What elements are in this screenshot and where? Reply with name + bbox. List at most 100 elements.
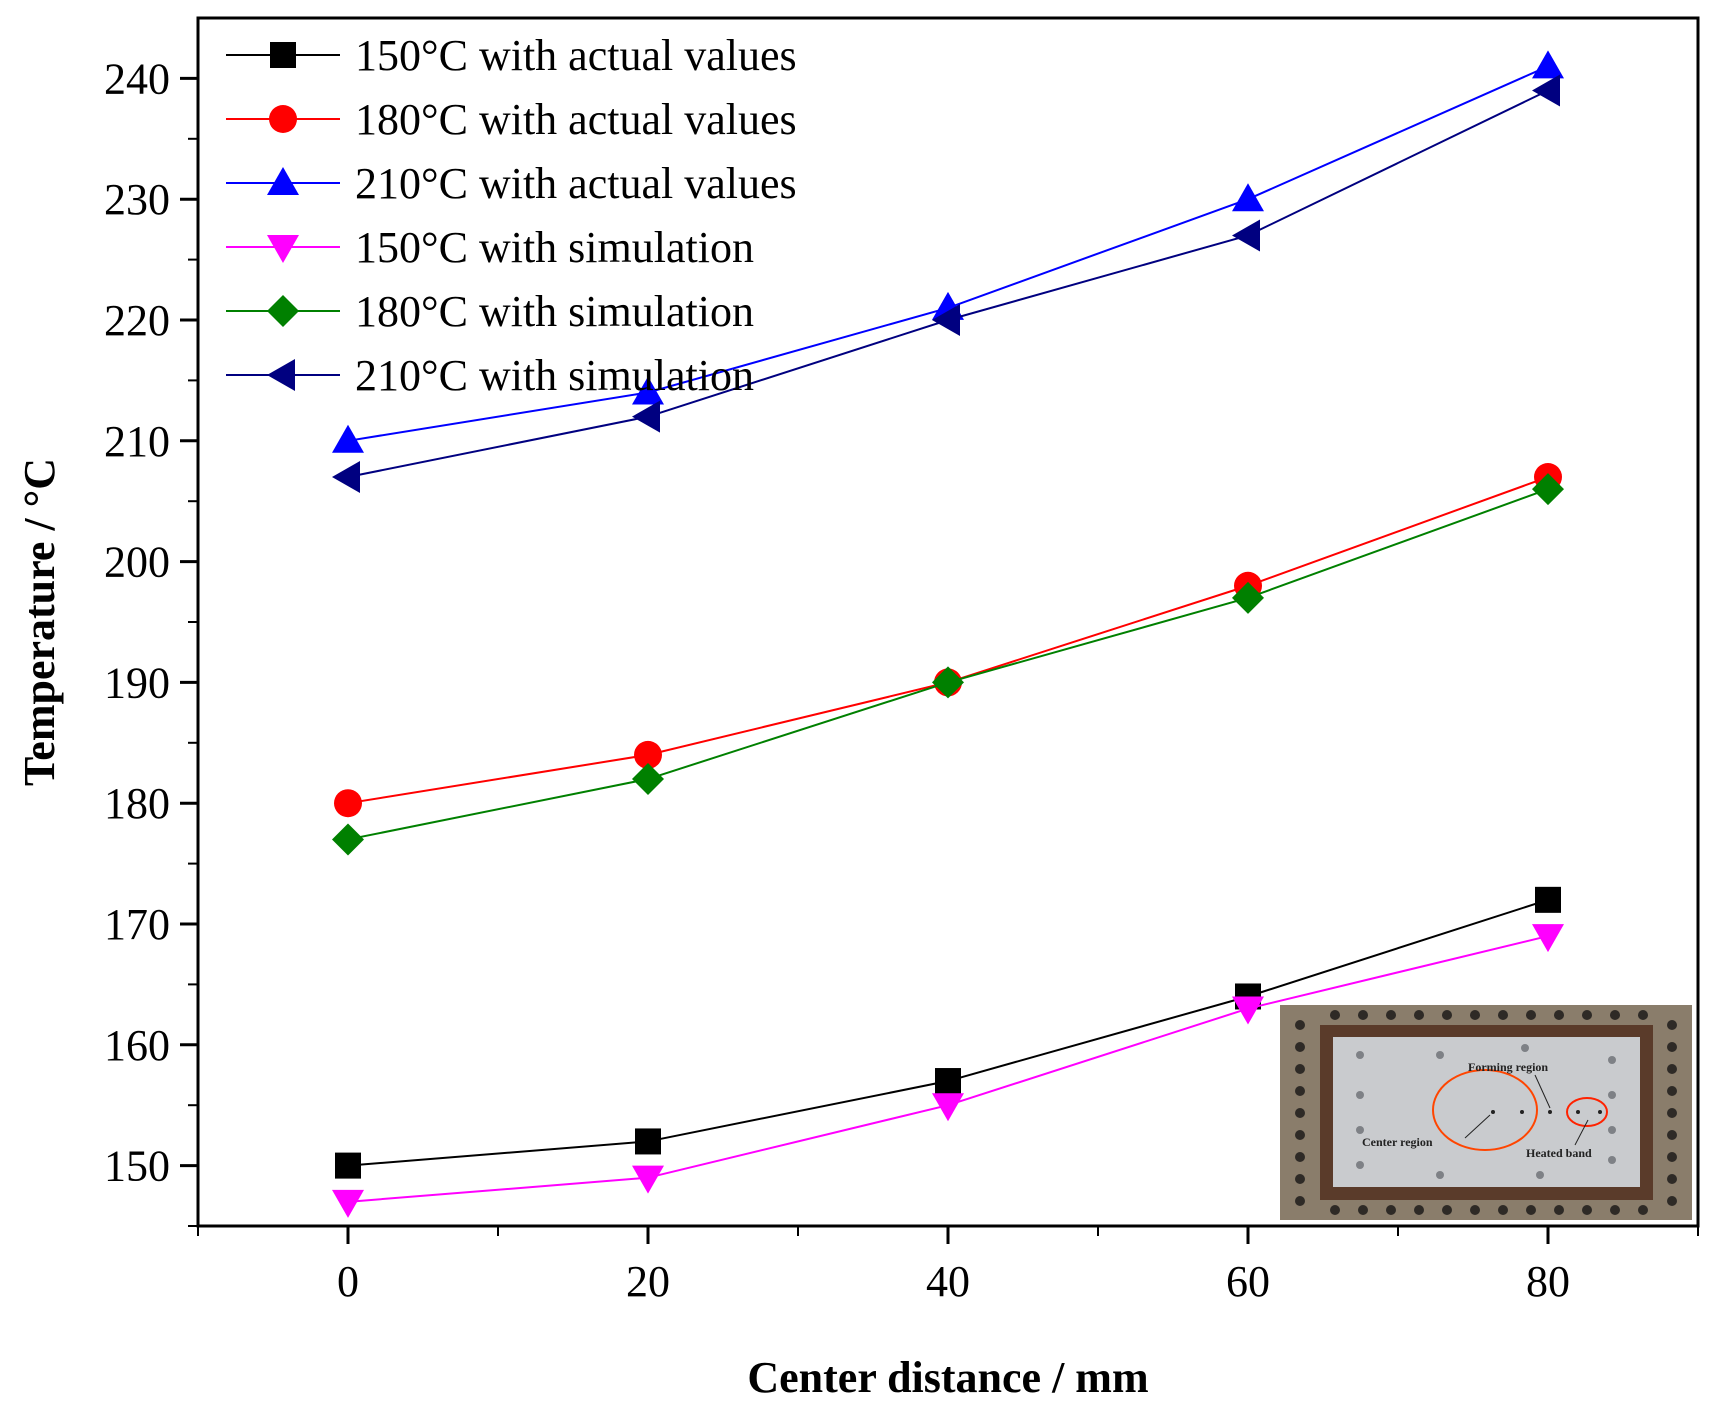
inset-label-heated: Heated band — [1526, 1146, 1592, 1160]
legend-marker — [270, 42, 296, 68]
series-2 — [334, 463, 1562, 818]
inset-plate-hole — [1536, 1171, 1544, 1179]
legend-marker — [267, 359, 295, 391]
inset-plate-hole — [1521, 1044, 1529, 1052]
series-layer — [332, 50, 1564, 1218]
inset-bolt-hole — [1295, 1196, 1305, 1206]
x-tick-label: 20 — [626, 1257, 670, 1306]
inset-plate-hole — [1356, 1161, 1364, 1169]
inset-bolt-hole — [1442, 1205, 1452, 1215]
axis-ticks: 0 20 40 60 80 150 160 170 180 190 200 210 220 230 240 — [104, 54, 1699, 1306]
x-tick-label: 60 — [1226, 1257, 1270, 1306]
inset-bolt-hole — [1295, 1020, 1305, 1030]
legend-entry: 150°C with actual values — [226, 31, 797, 80]
inset-bolt-hole — [1470, 1205, 1480, 1215]
y-axis-title: Temperature / °C — [15, 458, 64, 786]
data-point — [1232, 219, 1260, 252]
legend-entry: 180°C with actual values — [226, 95, 797, 144]
legend-marker — [267, 167, 299, 195]
inset-bolt-hole — [1667, 1174, 1677, 1184]
series-4 — [332, 924, 1564, 1218]
x-axis-title: Center distance / mm — [747, 1353, 1148, 1402]
data-point — [332, 823, 364, 856]
inset-leader-forming — [1534, 1074, 1551, 1109]
x-tick-label: 40 — [926, 1257, 970, 1306]
inset-bolt-hole — [1610, 1010, 1620, 1020]
inset-photo: Forming region Center region Heated band — [1280, 1005, 1692, 1220]
inset-bolt-hole — [1638, 1205, 1648, 1215]
y-tick-label: 230 — [104, 175, 170, 224]
inset-bolt-hole — [1330, 1010, 1340, 1020]
legend: 150°C with actual values 180°C with actua… — [226, 31, 797, 400]
inset-point — [1548, 1110, 1552, 1114]
legend-marker — [269, 105, 297, 133]
data-point — [1232, 996, 1264, 1025]
inset-bolt-hole — [1667, 1152, 1677, 1162]
inset-bolt-hole — [1526, 1010, 1536, 1020]
inset-bolt-hole — [1386, 1010, 1396, 1020]
inset-bolt-hole — [1295, 1152, 1305, 1162]
data-point — [334, 789, 362, 818]
inset-bolt-hole — [1295, 1086, 1305, 1096]
inset-forming-circle — [1432, 1069, 1538, 1151]
legend-marker — [267, 235, 299, 263]
inset-bolt-hole — [1667, 1130, 1677, 1140]
inset-point — [1491, 1110, 1495, 1114]
legend-marker — [267, 295, 299, 327]
inset-bolt-hole — [1470, 1010, 1480, 1020]
inset-bolt-hole — [1442, 1010, 1452, 1020]
data-point — [634, 740, 662, 769]
data-point — [632, 1165, 664, 1194]
inset-leader-center — [1464, 1114, 1491, 1139]
series-6 — [332, 74, 1560, 494]
inset-point — [1576, 1110, 1580, 1114]
inset-bolt-hole — [1358, 1205, 1368, 1215]
data-point — [635, 1128, 661, 1155]
inset-label-forming: Forming region — [1468, 1060, 1548, 1074]
x-tick-label: 0 — [337, 1257, 359, 1306]
y-tick-label: 240 — [104, 54, 170, 103]
inset-bolt-hole — [1554, 1205, 1564, 1215]
inset-bolt-hole — [1295, 1064, 1305, 1074]
inset-bolt-hole — [1526, 1205, 1536, 1215]
inset-plate-hole — [1608, 1056, 1616, 1064]
inset-bolt-holes — [1295, 1010, 1677, 1215]
x-tick-label: 80 — [1526, 1257, 1570, 1306]
y-tick-label: 210 — [104, 417, 170, 466]
inset-bolt-hole — [1295, 1130, 1305, 1140]
legend-label: 180°C with simulation — [355, 287, 754, 336]
inset-point — [1520, 1110, 1524, 1114]
data-point — [335, 1152, 361, 1179]
inset-bolt-hole — [1667, 1108, 1677, 1118]
y-tick-label: 200 — [104, 538, 170, 587]
y-tick-label: 180 — [104, 779, 170, 828]
inset-heated-band-circle — [1566, 1097, 1608, 1127]
inset-plate-hole — [1436, 1171, 1444, 1179]
inset-plate-hole — [1608, 1156, 1616, 1164]
inset-bolt-hole — [1667, 1020, 1677, 1030]
inset-bolt-hole — [1414, 1205, 1424, 1215]
inset-bolt-hole — [1295, 1108, 1305, 1118]
data-point — [935, 1068, 961, 1095]
inset-bolt-hole — [1330, 1205, 1340, 1215]
legend-label: 210°C with actual values — [355, 159, 797, 208]
data-point — [1532, 50, 1564, 79]
legend-entry: 210°C with actual values — [226, 159, 797, 208]
data-point — [332, 1189, 364, 1218]
inset-leader-heated — [1574, 1119, 1589, 1146]
legend-label: 180°C with actual values — [355, 95, 797, 144]
inset-plate-hole — [1436, 1051, 1444, 1059]
legend-label: 150°C with actual values — [355, 31, 797, 80]
legend-entry: 210°C with simulation — [226, 351, 754, 400]
y-tick-label: 190 — [104, 658, 170, 707]
inset-bolt-hole — [1667, 1042, 1677, 1052]
inset-bolt-hole — [1386, 1205, 1396, 1215]
inset-bolt-hole — [1610, 1205, 1620, 1215]
inset-bolt-hole — [1414, 1010, 1424, 1020]
inset-point — [1598, 1110, 1602, 1114]
data-point — [1232, 581, 1264, 614]
inset-bolt-hole — [1498, 1010, 1508, 1020]
data-point — [1232, 183, 1264, 212]
